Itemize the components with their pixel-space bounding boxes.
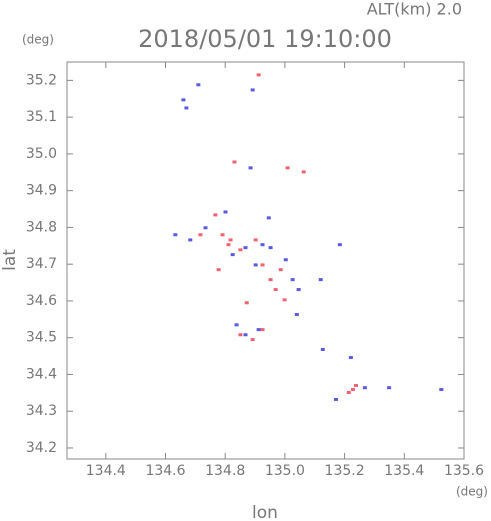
echo-point — [362, 386, 367, 390]
echo-point — [318, 278, 323, 282]
y-tick-label: 34.6 — [26, 293, 57, 309]
echo-point — [216, 268, 221, 272]
echo-point — [248, 166, 253, 170]
echo-point — [333, 397, 338, 401]
echo-point — [268, 278, 273, 282]
echo-point — [213, 213, 218, 217]
echo-point — [228, 238, 233, 242]
echo-point — [294, 313, 299, 317]
echo-point — [238, 248, 243, 252]
echo-point — [296, 288, 301, 292]
y-unit: (deg) — [22, 33, 54, 47]
echo-point — [223, 210, 228, 214]
y-tick-label: 34.5 — [26, 330, 57, 346]
echo-point — [439, 388, 444, 392]
y-tick-label: 35.2 — [26, 72, 57, 88]
echo-point — [256, 328, 261, 332]
echo-point — [253, 263, 258, 267]
echo-point — [350, 388, 355, 392]
echo-point — [244, 301, 249, 305]
echo-point — [283, 258, 288, 262]
echo-point — [243, 246, 248, 250]
x-tick-label: 134.4 — [86, 463, 126, 479]
y-tick-label: 34.2 — [26, 440, 57, 456]
echo-point — [173, 233, 178, 237]
echo-point — [278, 268, 283, 272]
x-axis-label: lon — [252, 503, 278, 521]
echo-point — [282, 298, 287, 302]
echo-point — [253, 238, 258, 242]
chart-title: 2018/05/01 19:10:00 — [138, 25, 392, 53]
echo-point — [232, 160, 237, 164]
y-tick-label: 34.3 — [26, 403, 57, 419]
echo-point — [234, 323, 239, 327]
echo-point — [250, 338, 255, 342]
echo-point — [250, 88, 255, 92]
echo-point — [260, 243, 265, 247]
echo-point — [230, 253, 235, 257]
echo-point — [346, 390, 351, 394]
x-tick-label: 134.6 — [145, 463, 185, 479]
echo-point — [285, 166, 290, 170]
echo-point — [260, 263, 265, 267]
echo-point — [184, 106, 189, 110]
chart-subtitle: ALT(km) 2.0 — [367, 0, 462, 19]
echo-point — [353, 383, 358, 387]
echo-point — [256, 73, 261, 77]
x-unit: (deg) — [456, 485, 488, 499]
y-tick-label: 34.8 — [26, 219, 57, 235]
y-tick-label: 34.9 — [26, 183, 57, 199]
x-tick-label: 135.2 — [325, 463, 365, 479]
echo-point — [387, 386, 392, 390]
plot-frame — [66, 61, 465, 460]
echo-point — [301, 170, 306, 174]
echo-point — [268, 246, 273, 250]
y-tick-label: 34.4 — [26, 366, 57, 382]
x-tick-label: 135.4 — [384, 463, 424, 479]
echo-point — [348, 356, 353, 360]
echo-point — [203, 226, 208, 230]
echo-point — [220, 233, 225, 237]
echo-point — [337, 243, 342, 247]
y-tick-label: 34.7 — [26, 256, 57, 272]
echo-point — [181, 98, 186, 102]
echo-point — [196, 83, 201, 87]
y-tick-label: 35.0 — [26, 146, 57, 162]
echo-point — [260, 328, 265, 332]
echo-point — [273, 288, 278, 292]
y-axis-label: lat — [0, 249, 20, 271]
echo-point — [198, 233, 203, 237]
x-tick-label: 135.0 — [265, 463, 305, 479]
echo-point — [290, 278, 295, 282]
x-tick-label: 134.8 — [205, 463, 245, 479]
echo-point — [226, 243, 231, 247]
echo-point — [320, 347, 325, 351]
echo-point — [188, 238, 193, 242]
echo-point — [238, 333, 243, 337]
x-tick-label: 135.6 — [444, 463, 484, 479]
y-tick-label: 35.1 — [26, 109, 57, 125]
echo-point — [266, 216, 271, 220]
echo-point — [243, 333, 248, 337]
